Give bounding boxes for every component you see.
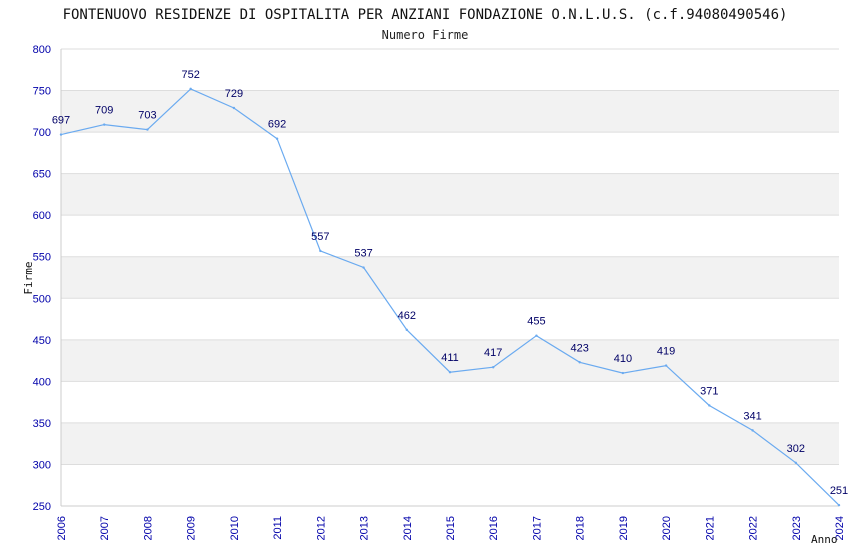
data-point <box>59 133 63 136</box>
x-tick-label: 2018 <box>575 516 587 540</box>
y-tick-label: 500 <box>33 293 51 305</box>
data-point <box>448 371 452 374</box>
data-label: 417 <box>484 347 502 359</box>
x-tick-label: 2007 <box>99 516 111 540</box>
y-tick-label: 350 <box>33 418 51 430</box>
plot-band <box>61 256 839 299</box>
data-point <box>319 249 322 253</box>
data-label: 423 <box>570 342 588 354</box>
data-label: 703 <box>138 110 156 122</box>
data-label: 729 <box>225 88 243 100</box>
data-point <box>664 364 668 367</box>
data-point <box>708 404 711 407</box>
plot-band <box>61 173 839 216</box>
x-tick-label: 2021 <box>704 516 716 540</box>
data-point <box>837 503 841 507</box>
data-point <box>492 366 495 369</box>
x-tick-label: 2006 <box>56 516 68 540</box>
data-point <box>275 137 279 140</box>
data-label: 709 <box>95 105 113 117</box>
data-label: 419 <box>657 346 675 358</box>
chart-title: FONTENUOVO RESIDENZE DI OSPITALITA PER A… <box>63 7 788 23</box>
plot-band <box>61 215 839 257</box>
data-point <box>535 334 538 337</box>
y-tick-label: 700 <box>33 127 51 139</box>
data-point <box>405 328 408 332</box>
plot-band <box>61 464 839 506</box>
x-tick-label: 2011 <box>272 516 284 540</box>
data-point <box>146 128 149 131</box>
plot-band <box>61 49 839 91</box>
data-point <box>103 123 106 126</box>
x-tick-label: 2016 <box>488 516 500 540</box>
data-label: 411 <box>441 352 459 364</box>
plot-frame <box>60 49 839 507</box>
y-tick-label: 250 <box>33 501 51 513</box>
x-tick-label: 2017 <box>531 516 543 540</box>
plot-band <box>61 381 839 423</box>
x-tick-label: 2023 <box>791 516 803 540</box>
y-tick-label: 300 <box>33 459 51 471</box>
data-labels: 697 709 703 752 729 692 557 537 462 411 417 455 423 4… <box>52 69 848 497</box>
data-label: 302 <box>787 443 805 455</box>
x-tick-label: 2013 <box>359 516 371 540</box>
x-tick-label: 2010 <box>229 516 241 540</box>
plot-bands <box>61 49 839 506</box>
y-tick-label: 800 <box>33 44 51 56</box>
data-point <box>232 106 236 110</box>
data-point <box>362 266 365 269</box>
y-axis-label: Firme <box>22 261 35 294</box>
grid-lines <box>61 48 839 507</box>
x-axis-ticks: 2006 2007 2008 2009 2010 2011 2012 2013 2014 2015… <box>56 516 846 540</box>
y-tick-label: 600 <box>33 210 51 222</box>
series-firme <box>59 87 841 507</box>
x-axis-label: Anno <box>811 533 838 546</box>
data-label: 697 <box>52 115 70 127</box>
y-tick-label: 550 <box>33 252 51 264</box>
plot-band <box>61 90 839 133</box>
x-tick-label: 2009 <box>186 516 198 540</box>
data-point <box>578 361 581 364</box>
data-label: 692 <box>268 119 286 131</box>
data-label: 455 <box>527 316 545 328</box>
data-label: 462 <box>398 310 416 322</box>
plot-band <box>61 339 839 382</box>
x-tick-label: 2019 <box>618 516 630 540</box>
data-label: 537 <box>354 248 372 260</box>
data-point <box>794 461 797 464</box>
x-tick-label: 2022 <box>748 516 760 540</box>
data-label: 752 <box>181 69 199 81</box>
y-axis-ticks: 250 300 350 400 450 500 550 600 650 700 750 800 <box>33 44 51 513</box>
x-tick-label: 2015 <box>445 516 457 540</box>
plot-band <box>61 298 839 340</box>
y-tick-label: 750 <box>33 86 51 98</box>
plot-band <box>61 422 839 465</box>
data-label: 557 <box>311 231 329 243</box>
data-label: 341 <box>743 410 761 422</box>
data-label: 371 <box>700 385 718 397</box>
data-label: 410 <box>614 353 632 365</box>
data-point <box>189 87 192 91</box>
y-tick-label: 400 <box>33 376 51 388</box>
data-point <box>621 371 625 375</box>
y-tick-label: 650 <box>33 169 51 181</box>
data-point <box>751 429 754 432</box>
x-tick-label: 2008 <box>142 516 154 540</box>
data-label: 251 <box>830 485 848 497</box>
x-tick-label: 2014 <box>402 516 414 540</box>
x-tick-label: 2024 <box>834 516 846 540</box>
chart-subtitle: Numero Firme <box>382 28 469 42</box>
plot-band <box>61 132 839 174</box>
x-tick-label: 2012 <box>315 516 327 540</box>
y-tick-label: 450 <box>33 335 51 347</box>
x-tick-label: 2020 <box>661 516 673 540</box>
